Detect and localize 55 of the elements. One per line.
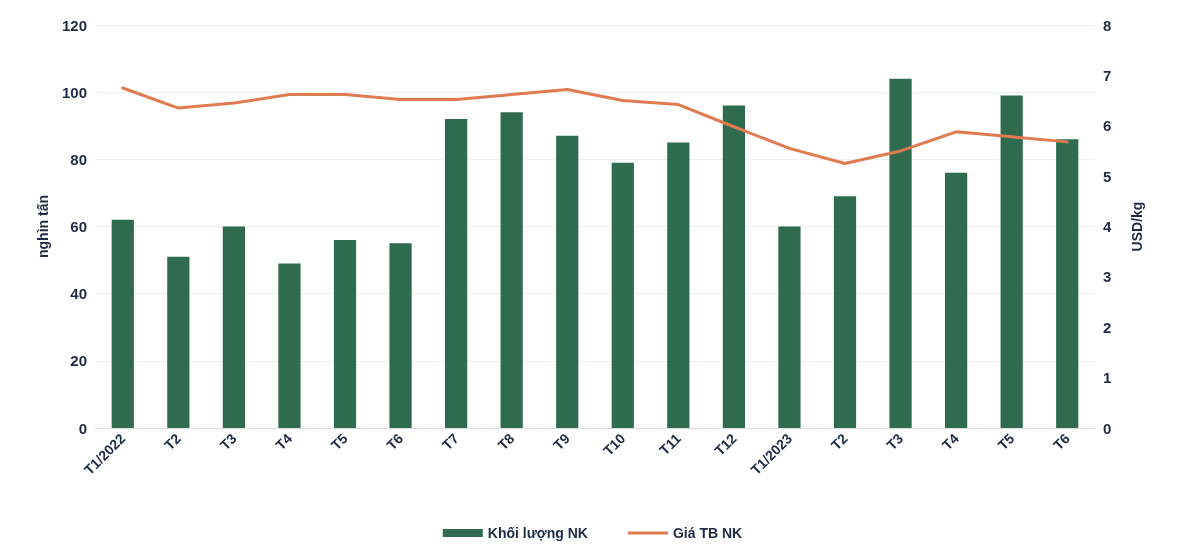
x-tick-label: T6 (1050, 430, 1074, 454)
x-tick-label: T4 (272, 430, 296, 454)
bar (945, 172, 968, 428)
legend-label: Giá TB NK (672, 525, 743, 541)
x-tick-label: T8 (494, 430, 518, 454)
bar (833, 196, 857, 428)
y-tick-label: 120 (61, 16, 87, 34)
y2-tick-label: 2 (1103, 318, 1112, 336)
y-tick-label: 80 (70, 150, 87, 168)
x-tick-label: T3 (883, 430, 907, 454)
bar (889, 78, 912, 428)
y-tick-label: 60 (70, 218, 87, 235)
y-tick-label: 100 (61, 83, 87, 101)
bar (222, 226, 245, 428)
y-tick-label: 0 (78, 419, 87, 437)
y2-tick-label: 5 (1103, 167, 1112, 185)
y2-tick-label: 0 (1103, 419, 1112, 437)
bar (611, 162, 634, 428)
y-tick-label: 40 (70, 285, 87, 303)
y-axis-title: nghìn tấn (35, 195, 51, 258)
bar (333, 239, 357, 428)
bar (556, 135, 579, 428)
x-tick-label: T3 (216, 430, 240, 454)
bar (278, 263, 301, 428)
x-tick-label: T10 (600, 430, 629, 459)
bar (778, 226, 801, 428)
legend-label: Khối lượng NK (487, 525, 588, 541)
x-tick-label: T6 (383, 430, 407, 454)
x-tick-label: T4 (938, 430, 962, 454)
y2-tick-label: 3 (1103, 268, 1112, 286)
bar (389, 243, 412, 428)
y2-tick-label: 7 (1103, 66, 1112, 84)
bar (722, 105, 745, 428)
x-tick-label: T5 (327, 430, 351, 454)
y2-axis-title: USD/kg (1129, 201, 1145, 252)
bar (167, 256, 190, 428)
x-tick-label: T11 (656, 430, 685, 459)
bar (500, 112, 523, 428)
x-tick-label: T12 (711, 430, 740, 459)
y2-tick-label: 8 (1103, 16, 1112, 34)
y2-tick-label: 6 (1103, 117, 1112, 135)
x-tick-label: T2 (161, 430, 185, 454)
bar (667, 142, 690, 428)
x-tick-label: T7 (438, 430, 462, 454)
bar (111, 219, 134, 428)
bar (445, 119, 468, 428)
x-tick-label: T5 (994, 430, 1018, 454)
y2-tick-label: 4 (1103, 218, 1112, 235)
line-series (121, 86, 1069, 166)
x-tick-label: T2 (827, 430, 851, 454)
bar (1000, 95, 1023, 428)
y-tick-label: 20 (70, 352, 87, 370)
bar (1056, 139, 1079, 428)
y2-tick-label: 1 (1103, 369, 1112, 387)
x-tick-label: T9 (550, 430, 574, 454)
